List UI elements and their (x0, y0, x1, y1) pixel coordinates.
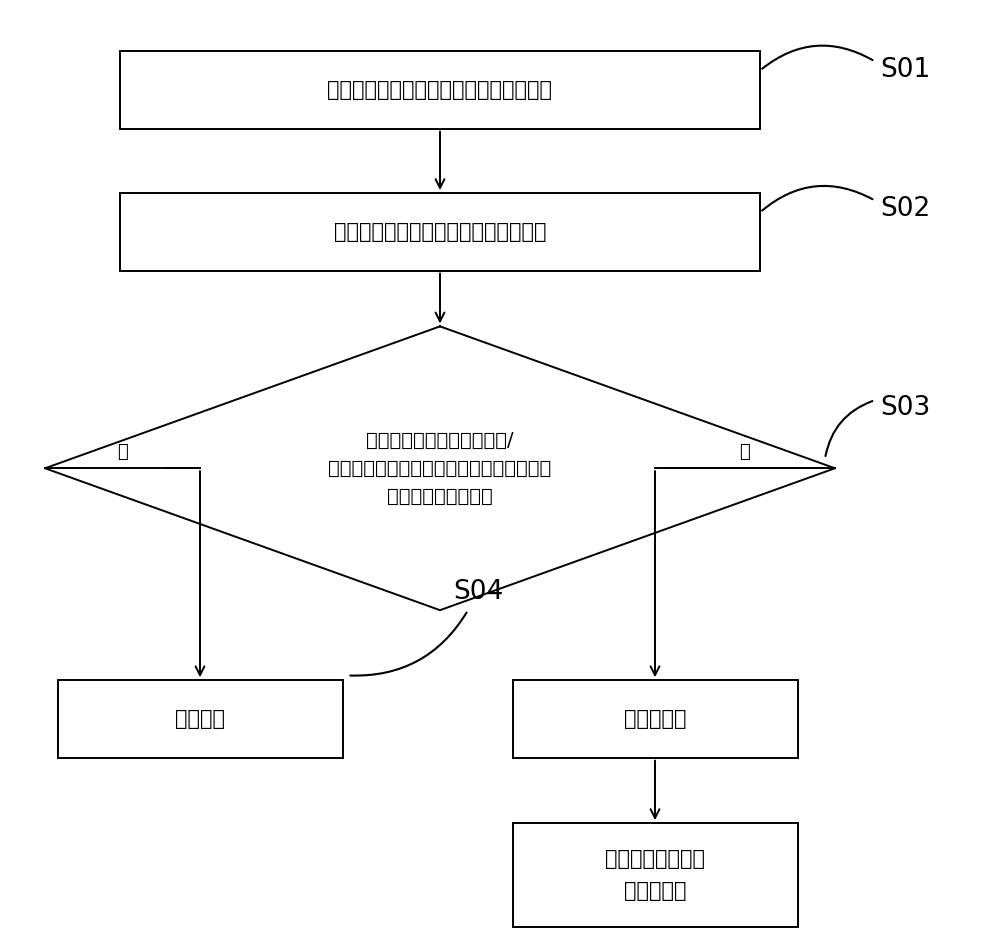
Text: 获取成像设备根据序列号和/
或校验值返回的验证结果，并判断验证结果
是否为合法验证结果: 获取成像设备根据序列号和/ 或校验值返回的验证结果，并判断验证结果 是否为合法验… (328, 430, 552, 506)
Text: 是: 是 (117, 443, 128, 461)
FancyBboxPatch shape (120, 51, 760, 129)
Text: S04: S04 (453, 580, 503, 605)
Text: 更换序列号或者更
换耗材芯片: 更换序列号或者更 换耗材芯片 (605, 849, 705, 902)
Text: S02: S02 (880, 196, 930, 221)
Text: S03: S03 (880, 395, 930, 421)
Text: 耗材芯片根据其自身的序列号生成校验值: 耗材芯片根据其自身的序列号生成校验值 (328, 79, 552, 100)
Text: 验证不通过: 验证不通过 (624, 709, 686, 729)
Text: 否: 否 (740, 443, 750, 461)
FancyBboxPatch shape (120, 193, 760, 271)
Polygon shape (45, 326, 835, 610)
FancyBboxPatch shape (513, 823, 798, 927)
Text: 验证通过: 验证通过 (175, 709, 225, 729)
FancyBboxPatch shape (513, 680, 798, 758)
FancyBboxPatch shape (58, 680, 342, 758)
Text: 将所述序列号及校验值发送至成像设备: 将所述序列号及校验值发送至成像设备 (334, 221, 546, 242)
Text: S01: S01 (880, 57, 930, 82)
